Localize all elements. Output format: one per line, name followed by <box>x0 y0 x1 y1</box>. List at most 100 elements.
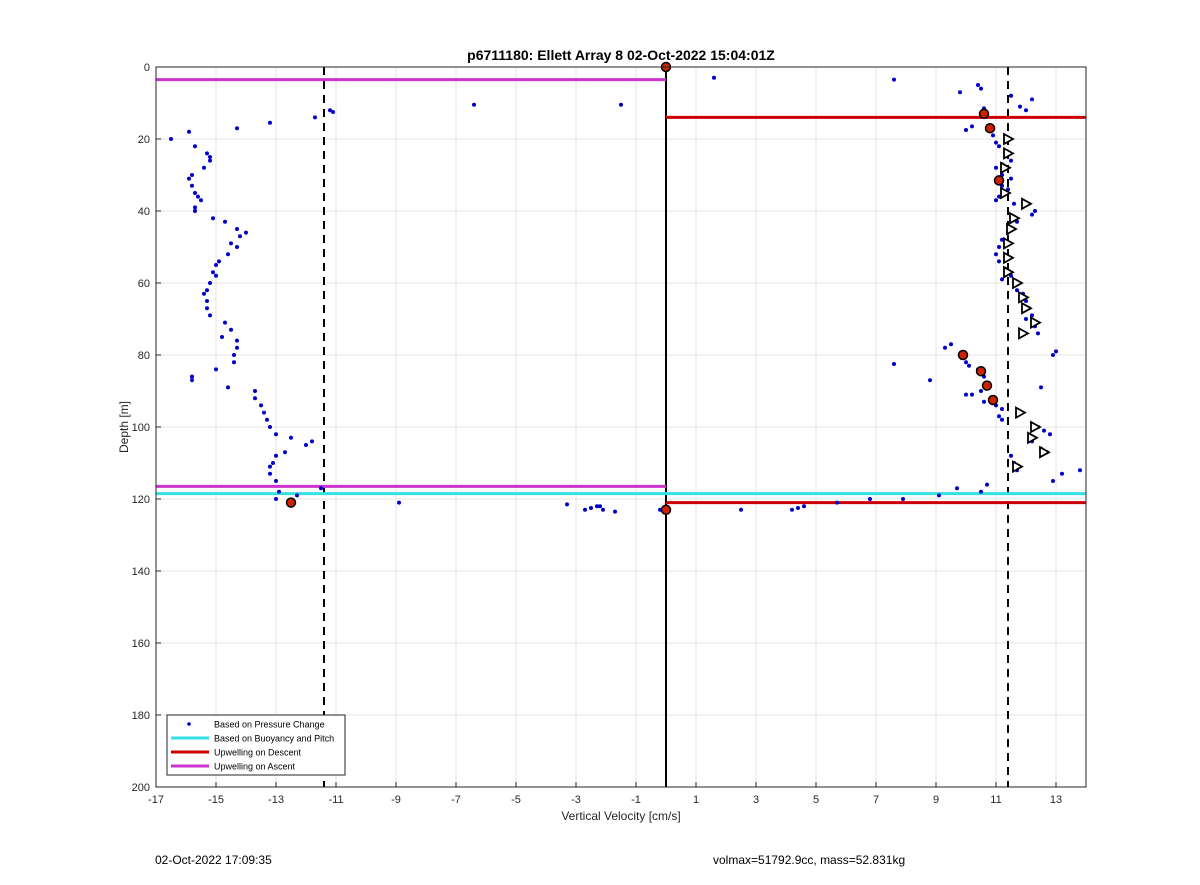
data-point <box>982 399 986 404</box>
data-point <box>229 241 233 246</box>
data-point <box>1000 237 1004 242</box>
y-axis-label: Depth [m] <box>117 401 131 453</box>
data-point <box>979 489 983 494</box>
data-point <box>979 389 983 393</box>
x-tick-label: -7 <box>451 794 461 806</box>
data-point <box>1000 277 1004 282</box>
data-point <box>1009 93 1013 98</box>
data-point <box>1033 209 1037 213</box>
data-point <box>796 506 800 510</box>
data-point <box>964 392 968 397</box>
data-point <box>997 245 1001 249</box>
data-point <box>196 194 200 199</box>
legend-symbol <box>187 722 191 726</box>
data-point <box>928 378 932 383</box>
data-point <box>268 471 272 476</box>
data-point <box>1036 331 1040 336</box>
data-point <box>232 360 236 365</box>
triangle-marker <box>1012 460 1024 474</box>
data-point <box>235 345 239 350</box>
data-point <box>274 453 278 458</box>
data-point <box>190 183 194 188</box>
data-point <box>892 77 896 82</box>
triangle-marker <box>1030 316 1042 330</box>
data-point <box>994 198 998 203</box>
y-tick-label: 60 <box>138 278 150 290</box>
data-point <box>235 227 239 231</box>
data-point <box>994 165 998 170</box>
x-tick-label: -5 <box>511 794 521 806</box>
data-point <box>289 435 293 440</box>
data-point <box>1051 353 1055 357</box>
data-point <box>595 504 599 509</box>
triangle-marker <box>1000 161 1012 175</box>
data-point <box>589 506 593 510</box>
x-tick-label: 3 <box>753 794 759 806</box>
data-point <box>1024 317 1028 321</box>
data-point <box>979 86 983 91</box>
data-point <box>205 288 209 293</box>
data-point <box>1060 471 1064 476</box>
data-point <box>997 259 1001 264</box>
triangle-marker <box>1021 197 1033 211</box>
data-point <box>265 417 269 422</box>
data-point <box>868 497 872 501</box>
highlight-marker <box>993 175 1005 186</box>
data-point <box>253 396 257 401</box>
data-point <box>211 270 215 275</box>
highlight-marker <box>660 504 672 516</box>
triangle-marker <box>1018 290 1030 304</box>
legend: Based on Pressure Change Based on Buoyanc… <box>166 714 346 776</box>
y-tick-label: 180 <box>132 710 150 722</box>
data-point <box>259 403 263 408</box>
data-point <box>319 486 323 491</box>
triangle-marker <box>1027 431 1039 445</box>
x-tick-label: -1 <box>631 794 641 806</box>
highlight-marker <box>957 349 969 361</box>
data-point <box>835 500 839 505</box>
data-point <box>202 165 206 170</box>
x-tick-label: 1 <box>693 794 699 806</box>
data-point <box>1018 104 1022 109</box>
triangle-marker <box>1003 236 1015 250</box>
data-point <box>193 191 197 195</box>
data-point <box>277 489 281 494</box>
data-point <box>226 385 230 390</box>
data-point <box>187 129 191 134</box>
data-point <box>1039 385 1043 390</box>
y-tick-label: 200 <box>132 782 150 794</box>
y-tick-label: 120 <box>132 494 150 506</box>
pressure-points <box>169 75 1082 514</box>
legend-label: Upwelling on Descent <box>214 748 302 758</box>
data-point <box>190 374 194 379</box>
data-point <box>232 353 236 357</box>
data-point <box>1078 468 1082 473</box>
data-point <box>214 273 218 278</box>
data-point <box>583 507 587 512</box>
data-point <box>190 173 194 177</box>
data-point <box>472 102 476 107</box>
data-point <box>274 497 278 501</box>
y-tick-label: 80 <box>138 350 150 362</box>
x-tick-label: -11 <box>328 794 343 806</box>
data-point <box>790 507 794 512</box>
triangle-marker <box>1039 445 1051 459</box>
triangle-marker <box>1006 222 1018 236</box>
data-point <box>970 124 974 129</box>
grid <box>155 66 1086 788</box>
triangle-marker <box>1015 406 1027 420</box>
data-point <box>253 389 257 393</box>
data-point <box>283 450 287 455</box>
legend-label: Upwelling on Ascent <box>214 762 296 772</box>
data-point <box>1024 108 1028 113</box>
data-point <box>955 486 959 491</box>
data-point <box>205 299 209 303</box>
data-point <box>199 198 203 203</box>
data-point <box>619 102 623 107</box>
data-point <box>235 126 239 131</box>
data-point <box>1009 176 1013 181</box>
data-point <box>226 252 230 257</box>
data-point <box>208 158 212 163</box>
x-tick-label: -3 <box>571 794 581 806</box>
data-point <box>193 209 197 213</box>
